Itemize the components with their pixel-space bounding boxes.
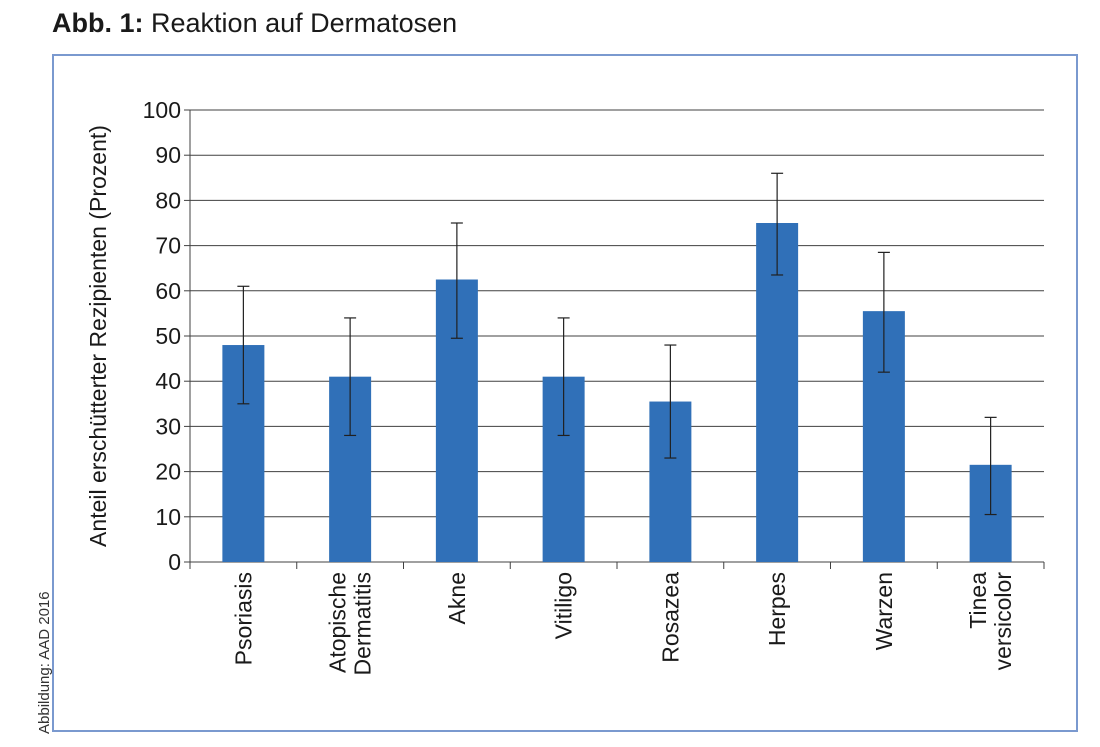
x-tick-label: Warzen bbox=[871, 572, 897, 650]
y-tick-label: 40 bbox=[155, 368, 181, 394]
y-tick-label: 50 bbox=[155, 323, 181, 349]
y-axis-title: Anteil erschütterter Rezipienten (Prozen… bbox=[85, 125, 111, 547]
x-tick-label: Dermatitis bbox=[350, 572, 376, 676]
y-tick-label: 80 bbox=[155, 187, 181, 213]
y-tick-label: 100 bbox=[143, 97, 181, 123]
bar bbox=[756, 223, 799, 562]
figure-label: Abb. 1: bbox=[52, 8, 144, 38]
figure-title: Reaktion auf Dermatosen bbox=[151, 8, 458, 38]
figure-heading: Abb. 1: Reaktion auf Dermatosen bbox=[52, 8, 457, 39]
chart-frame bbox=[52, 54, 1078, 732]
y-tick-label: 60 bbox=[155, 278, 181, 304]
x-tick-label: Rosazea bbox=[657, 572, 683, 663]
y-tick-label: 90 bbox=[155, 142, 181, 168]
y-tick-label: 0 bbox=[168, 549, 181, 575]
x-tick-label: Akne bbox=[444, 572, 470, 624]
x-tick-label: Vitiligo bbox=[551, 572, 577, 639]
y-tick-label: 10 bbox=[155, 504, 181, 530]
x-tick-label: Herpes bbox=[764, 572, 790, 646]
y-tick-label: 20 bbox=[155, 459, 181, 485]
x-tick-label: versicolor bbox=[990, 572, 1016, 671]
y-tick-label: 30 bbox=[155, 413, 181, 439]
x-tick-label: Atopische bbox=[325, 572, 351, 673]
x-tick-label: Psoriasis bbox=[230, 572, 256, 665]
x-tick-label: Tinea bbox=[965, 572, 991, 629]
y-tick-label: 70 bbox=[155, 233, 181, 259]
